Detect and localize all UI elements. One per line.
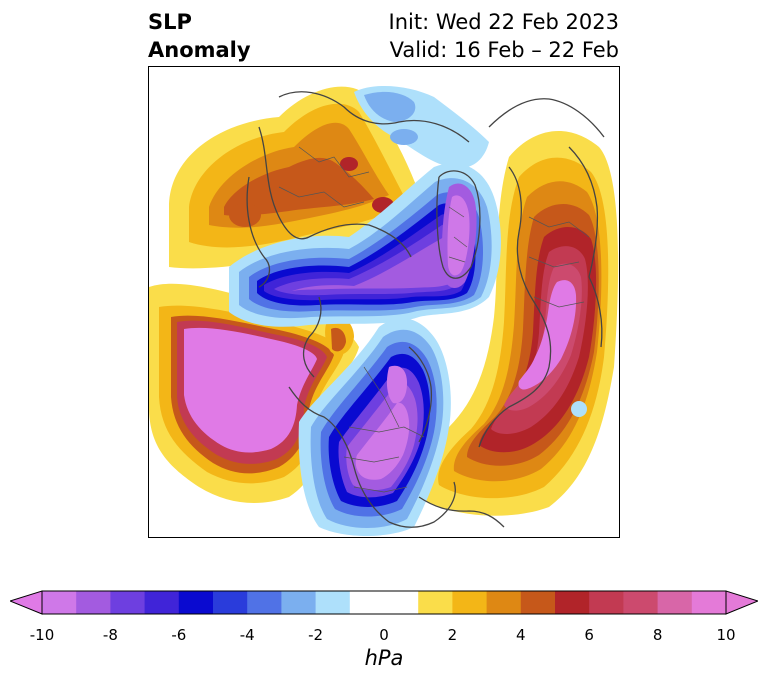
colorbar-units: hPa	[364, 646, 404, 670]
colorbar-bin	[486, 591, 522, 614]
colorbar-bin	[42, 591, 77, 614]
colorbar-tick-label: 4	[516, 626, 526, 644]
map-svg	[149, 67, 619, 537]
colorbar-tick-label: -6	[171, 626, 187, 644]
colorbar-bin	[76, 591, 111, 614]
colorbar-tick-label: 10	[716, 626, 736, 644]
colorbar-tick-label: 6	[584, 626, 594, 644]
colorbar-bin	[144, 591, 180, 614]
colorbar-bin	[555, 591, 590, 614]
colorbar-bin	[657, 591, 693, 614]
colorbar-bins	[42, 591, 727, 614]
title-line-2: Anomaly	[148, 38, 251, 62]
colorbar-bin	[589, 591, 624, 614]
colorbar-under-arrow	[10, 590, 43, 615]
colorbar-tick-label: -8	[102, 626, 118, 644]
country-borders	[278, 146, 590, 493]
colorbar-bin	[281, 591, 317, 614]
colorbar-outline	[41, 590, 727, 615]
colorbar-tick-label: 2	[447, 626, 458, 644]
colorbar-bin	[349, 591, 385, 614]
colorbar-bin	[110, 591, 146, 614]
colorbar-bin	[384, 591, 419, 614]
colorbar-bin	[623, 591, 659, 614]
colorbar-bin	[315, 591, 351, 614]
negative-anomaly-arctic-trough	[229, 163, 501, 327]
colorbar-bin	[213, 591, 248, 614]
colorbar-bin	[178, 591, 214, 614]
colorbar-bin	[418, 591, 453, 614]
coastlines	[246, 91, 605, 528]
title-line-1: SLP	[148, 10, 192, 34]
map-title: SLP Anomaly	[148, 8, 251, 64]
colorbar-tick-label: 8	[652, 626, 663, 644]
colorbar-tick-label: -2	[308, 626, 324, 644]
valid-range: Valid: 16 Feb – 22 Feb	[389, 38, 619, 62]
colorbar-bin	[691, 591, 727, 614]
colorbar-over-arrow	[725, 590, 758, 615]
anomaly-map	[148, 66, 620, 538]
colorbar-tick-label: 0	[379, 626, 389, 644]
colorbar	[10, 590, 758, 615]
colorbar-bin	[247, 591, 282, 614]
date-info: Init: Wed 22 Feb 2023 Valid: 16 Feb – 22…	[389, 8, 619, 64]
colorbar-tick-label: -4	[239, 626, 255, 644]
positive-anomaly-north	[169, 86, 424, 269]
colorbar-bin	[452, 591, 488, 614]
colorbar-tick-label: -10	[29, 626, 55, 644]
colorbar-bin	[520, 591, 556, 614]
negative-anomaly-arctic	[354, 85, 489, 169]
init-date: Init: Wed 22 Feb 2023	[388, 10, 619, 34]
positive-anomaly-east	[415, 130, 619, 516]
